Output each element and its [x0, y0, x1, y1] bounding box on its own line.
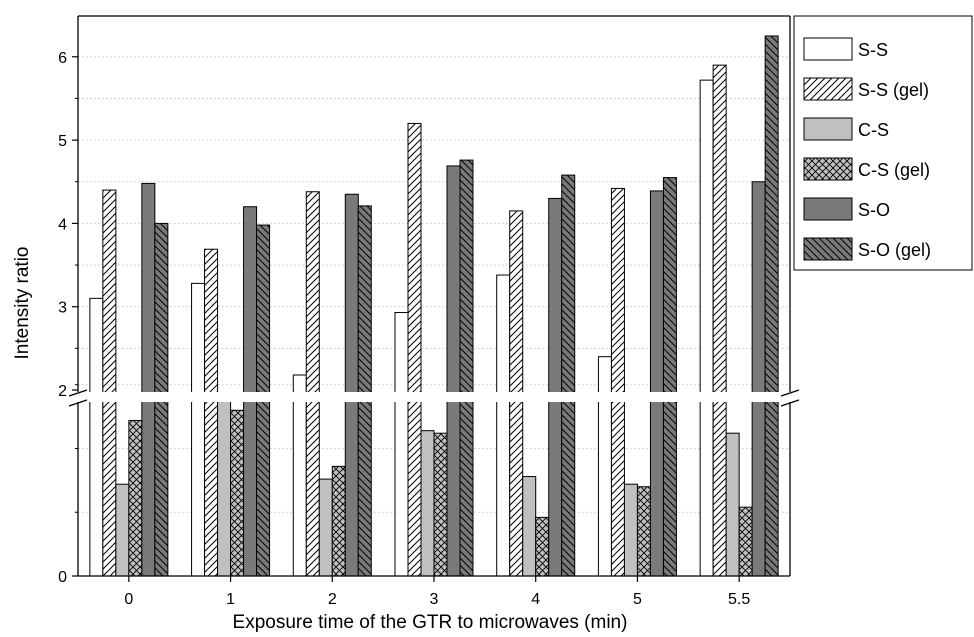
bar-s-s-gel-2: [305, 191, 320, 577]
y-tick-label: 2: [58, 383, 67, 400]
bar-c-s-5-5: [725, 432, 740, 577]
bar-s-o-1: [243, 206, 258, 577]
axis-break-mark-left: [68, 399, 88, 407]
bar-s-s-4: [496, 274, 511, 577]
bar-s-s-gel-5: [610, 187, 625, 577]
bar-c-s-gel-5: [636, 486, 651, 577]
axis-break-mark-left: [68, 389, 88, 397]
axis-break-gap: [66, 392, 802, 402]
axis-break-mark-right: [780, 389, 800, 397]
legend-swatch-s-o-gel: [803, 237, 853, 261]
bar-c-s-3: [420, 430, 435, 577]
bar-s-s-3: [394, 312, 409, 577]
legend-label-s-o: S-O: [858, 200, 890, 220]
tick-labels: 2 3 4 5 6 0 0 1 2 3 4 5 5.5: [58, 50, 750, 608]
bar-s-o-3: [446, 165, 461, 577]
bar-c-s-gel-3: [433, 432, 448, 577]
legend-label-s-o-gel: S-O (gel): [858, 240, 931, 260]
bar-c-s-gel-5-5: [738, 506, 753, 577]
x-tick-label: 5.5: [728, 591, 750, 608]
legend-swatch-s-s-gel: [803, 77, 853, 101]
bar-s-s-gel-0: [102, 189, 117, 577]
x-tick-label: 4: [531, 591, 540, 608]
bar-s-o-gel-2: [357, 205, 372, 577]
legend-label-s-s-gel: S-S (gel): [858, 80, 929, 100]
bar-c-s-0: [115, 483, 130, 577]
bar-s-s-gel-3: [407, 122, 422, 577]
axes: [66, 15, 802, 582]
bar-c-s-5: [623, 483, 638, 577]
bar-s-o-5: [649, 190, 664, 577]
bar-s-o-0: [141, 182, 156, 577]
legend-swatch-c-s-gel: [803, 157, 853, 181]
bars: [89, 35, 779, 577]
bar-c-s-1: [217, 394, 232, 577]
legend-swatch-c-s: [803, 117, 853, 141]
y-tick-label: 0: [58, 569, 67, 586]
y-axis-label: Intensity ratio: [12, 247, 33, 360]
x-tick-label: 1: [226, 591, 235, 608]
bar-s-o-2: [344, 193, 359, 577]
y-tick-label: 6: [58, 50, 67, 67]
x-tick-label: 2: [328, 591, 337, 608]
legend: S-S S-S (gel) C-S C-S (gel) S-O S-O (gel): [793, 15, 973, 271]
bar-s-s-0: [89, 297, 104, 577]
bar-c-s-gel-0: [128, 419, 143, 577]
legend-swatch-s-o: [803, 197, 853, 221]
bar-s-o-5-5: [751, 181, 766, 577]
bar-s-o-4: [548, 197, 563, 577]
bar-s-s-1: [191, 282, 206, 577]
bar-c-s-4: [522, 476, 537, 577]
bar-s-o-gel-5-5: [764, 35, 779, 577]
bar-c-s-2: [318, 478, 333, 577]
x-tick-label: 0: [124, 591, 133, 608]
legend-label-c-s: C-S: [858, 120, 889, 140]
bar-c-s-gel-1: [230, 409, 245, 577]
x-tick-label: 3: [430, 591, 439, 608]
bar-s-s-gel-1: [204, 248, 219, 577]
legend-swatch-s-s: [803, 37, 853, 61]
y-tick-label: 5: [58, 133, 67, 150]
bar-s-s-5: [597, 356, 612, 577]
bar-s-s-5-5: [699, 79, 714, 577]
x-tick-label: 5: [633, 591, 642, 608]
bar-c-s-gel-2: [331, 465, 346, 577]
bar-s-s-gel-5-5: [712, 64, 727, 577]
x-axis-label: Exposure time of the GTR to microwaves (…: [233, 612, 628, 633]
legend-label-s-s: S-S: [858, 40, 888, 60]
legend-label-c-s-gel: C-S (gel): [858, 160, 930, 180]
bar-s-s-2: [292, 374, 307, 577]
y-tick-label: 4: [58, 216, 67, 233]
y-tick-label: 3: [58, 300, 67, 317]
bar-s-o-gel-4: [561, 174, 576, 577]
bar-c-s-gel-4: [535, 516, 550, 577]
axis-break-mark-right: [780, 399, 800, 407]
bar-s-o-gel-3: [459, 159, 474, 577]
bar-s-o-gel-5: [662, 177, 677, 577]
